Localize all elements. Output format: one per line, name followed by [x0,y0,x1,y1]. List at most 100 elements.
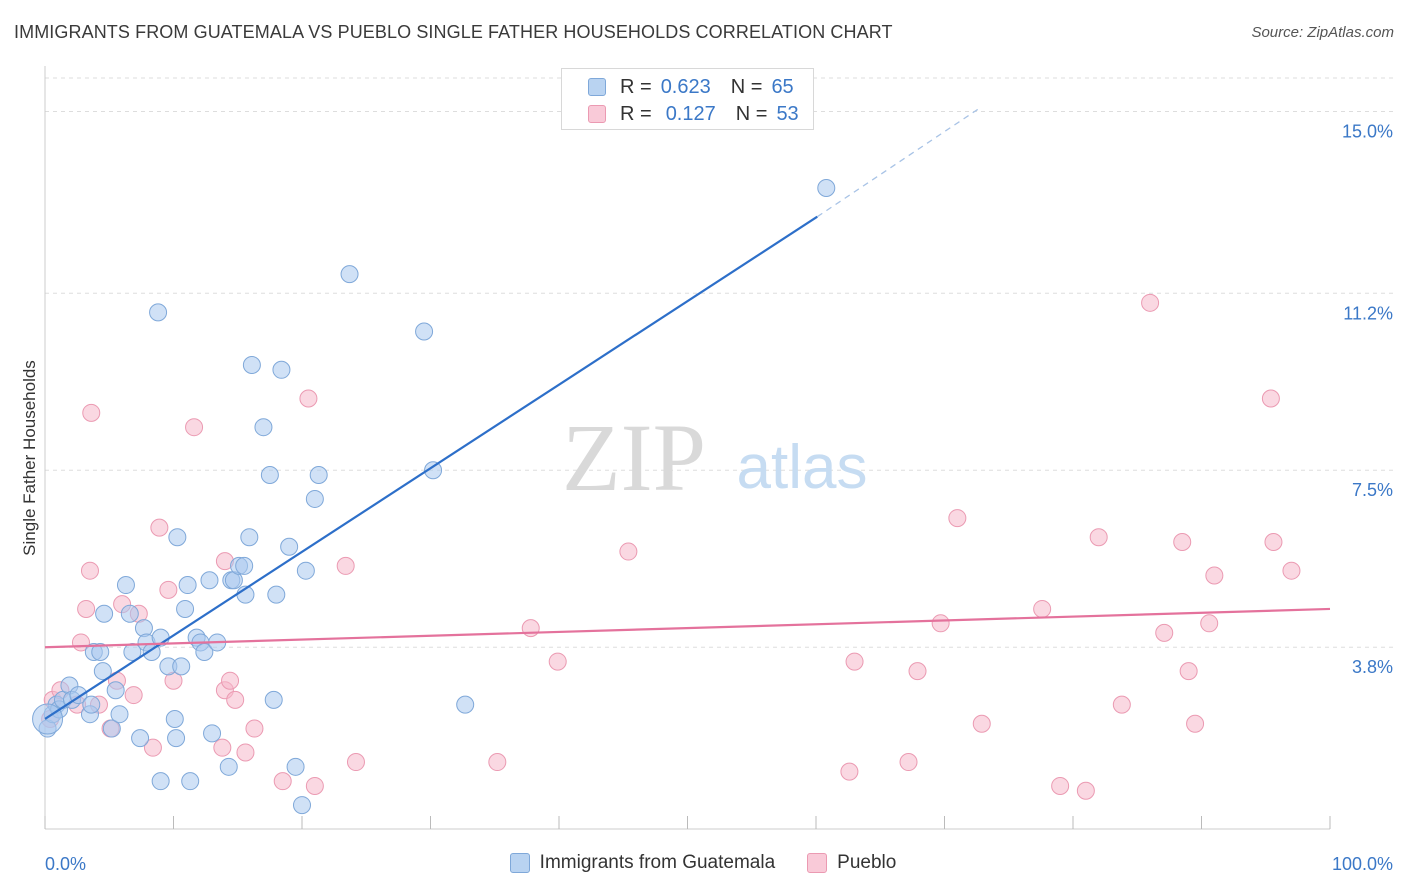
legend-r-label: R = [620,75,652,98]
guatemala-point [415,322,434,341]
pueblo-point [619,542,638,561]
guatemala-point [110,705,129,724]
pueblo-point [1205,566,1224,585]
guatemala-point [203,724,222,743]
pueblo-point [336,556,355,575]
y-tick-label: 11.2% [1343,303,1393,323]
pueblo-point [185,418,204,437]
guatemala-point [131,729,150,748]
pueblo-point [77,599,96,618]
pueblo-point [1076,781,1095,800]
pueblo-point [305,776,324,795]
tick-labels: 3.8% 7.5% 11.2% 15.0% 0.0% 100.0% [45,121,1393,874]
y-tick-label: 15.0% [1342,121,1393,141]
legend-n-label: N = [735,102,768,125]
guatemala-point [286,757,305,776]
legend-n-value: 65 [771,75,794,98]
series-legend: Immigrants from Guatemala Pueblo [0,852,1406,874]
pueblo-point [1264,532,1283,551]
guatemala-point [95,604,114,623]
series-legend-guatemala: Immigrants from Guatemala [509,852,776,874]
guatemala-point [424,461,443,480]
guatemala-trend-line [44,215,818,720]
guatemala-point [309,466,328,485]
pueblo-point [346,753,365,772]
pueblo-point [1141,293,1160,312]
guatemala-point [93,662,112,681]
pueblo-point [899,753,918,772]
guatemala-point [456,695,475,714]
pueblo-point [931,614,950,633]
stats-legend: R = 0.623 N = 65 R = 0.127 N = 53 [561,68,814,130]
guatemala-point [817,179,836,198]
guatemala-point [82,695,101,714]
axes [44,66,1331,830]
pueblo-point [1112,695,1131,714]
guatemala-point [305,489,324,508]
series-label-guatemala: Immigrants from Guatemala [539,852,776,873]
pueblo-trend-line [44,607,1331,649]
guatemala-point [296,561,315,580]
pueblo-point [1261,389,1280,408]
guatemala-point [293,796,311,815]
pueblo-point [1033,599,1052,618]
pueblo-point [948,509,967,528]
watermark: ZIP atlas [562,404,867,511]
pueblo-point [159,580,178,599]
pueblo-point [221,671,240,690]
pueblo-point [299,389,318,408]
legend-r-value: 0.623 [660,75,711,98]
pueblo-points [41,293,1301,800]
pueblo-point [1173,532,1192,551]
pueblo-point [1051,776,1070,795]
guatemala-point [240,528,259,547]
pueblo-point [1200,614,1219,633]
pueblo-point [840,762,859,781]
pueblo-point [226,690,245,709]
guatemala-point [151,772,170,791]
guatemala-point [123,643,142,662]
pueblo-point [1155,623,1174,642]
pueblo-point [1179,662,1198,681]
pueblo-point [1186,714,1205,733]
guatemala-point [267,585,286,604]
series-label-pueblo: Pueblo [837,852,897,873]
pueblo-point [80,561,99,580]
guatemala-point [200,571,219,590]
guatemala-point [254,418,273,437]
guatemala-point [91,643,110,662]
source-label: Source: ZipAtlas.com [1251,24,1394,41]
guatemala-point [106,681,125,700]
legend-row-pueblo: R = 0.127 N = 53 [588,102,799,126]
guatemala-point [219,757,238,776]
guatemala-point [340,265,359,284]
guatemala-point [264,690,283,709]
pueblo-point [124,686,143,705]
guatemala-point [260,466,279,485]
guatemala-point [181,772,200,791]
guatemala-point [120,604,139,623]
pueblo-point [845,652,864,671]
legend-r-value: 0.127 [665,102,716,125]
y-tick-label: 3.8% [1352,657,1393,677]
guatemala-point [242,356,261,375]
x-tick-label-end: 100.0% [1332,854,1393,874]
chart-title: IMMIGRANTS FROM GUATEMALA VS PUEBLO SING… [14,22,893,42]
series-legend-pueblo: Pueblo [807,852,896,874]
series-swatch-pink [807,853,828,873]
guatemala-point [272,360,291,379]
pueblo-point [908,662,927,681]
legend-swatch-pink [588,105,606,123]
pueblo-point [143,738,162,757]
pueblo-point [236,743,255,762]
pueblo-point [213,738,232,757]
guatemala-point-cluster [32,703,64,735]
guatemala-point [176,599,195,618]
pueblo-point [488,753,507,772]
guatemala-point [102,719,121,738]
guatemala-point [235,556,254,575]
series-swatch-blue [509,853,530,873]
guatemala-point [116,576,135,595]
pueblo-point [1089,528,1108,547]
